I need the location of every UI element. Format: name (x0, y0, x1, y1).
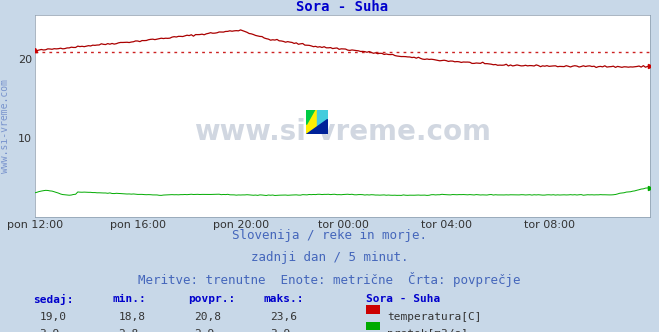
Text: zadnji dan / 5 minut.: zadnji dan / 5 minut. (251, 251, 408, 264)
Text: 2,8: 2,8 (119, 329, 139, 332)
Text: maks.:: maks.: (264, 294, 304, 304)
Text: Sora - Suha: Sora - Suha (366, 294, 440, 304)
Text: Meritve: trenutne  Enote: metrične  Črta: povprečje: Meritve: trenutne Enote: metrične Črta: … (138, 272, 521, 287)
Text: 3,9: 3,9 (40, 329, 60, 332)
Text: 19,0: 19,0 (40, 312, 67, 322)
Polygon shape (306, 120, 328, 134)
Text: min.:: min.: (112, 294, 146, 304)
Text: sedaj:: sedaj: (33, 294, 73, 305)
Text: povpr.:: povpr.: (188, 294, 235, 304)
Text: 18,8: 18,8 (119, 312, 146, 322)
Text: www.si-vreme.com: www.si-vreme.com (194, 119, 491, 146)
Text: 2,9: 2,9 (194, 329, 215, 332)
Text: pretok[m3/s]: pretok[m3/s] (387, 329, 468, 332)
Text: temperatura[C]: temperatura[C] (387, 312, 481, 322)
Text: 20,8: 20,8 (194, 312, 221, 322)
Bar (306, 110, 317, 134)
Text: 3,9: 3,9 (270, 329, 291, 332)
Bar (317, 110, 328, 134)
Polygon shape (306, 110, 315, 124)
Text: www.si-vreme.com: www.si-vreme.com (0, 79, 11, 173)
Title: Sora - Suha: Sora - Suha (297, 0, 388, 14)
Text: 23,6: 23,6 (270, 312, 297, 322)
Text: Slovenija / reke in morje.: Slovenija / reke in morje. (232, 229, 427, 242)
